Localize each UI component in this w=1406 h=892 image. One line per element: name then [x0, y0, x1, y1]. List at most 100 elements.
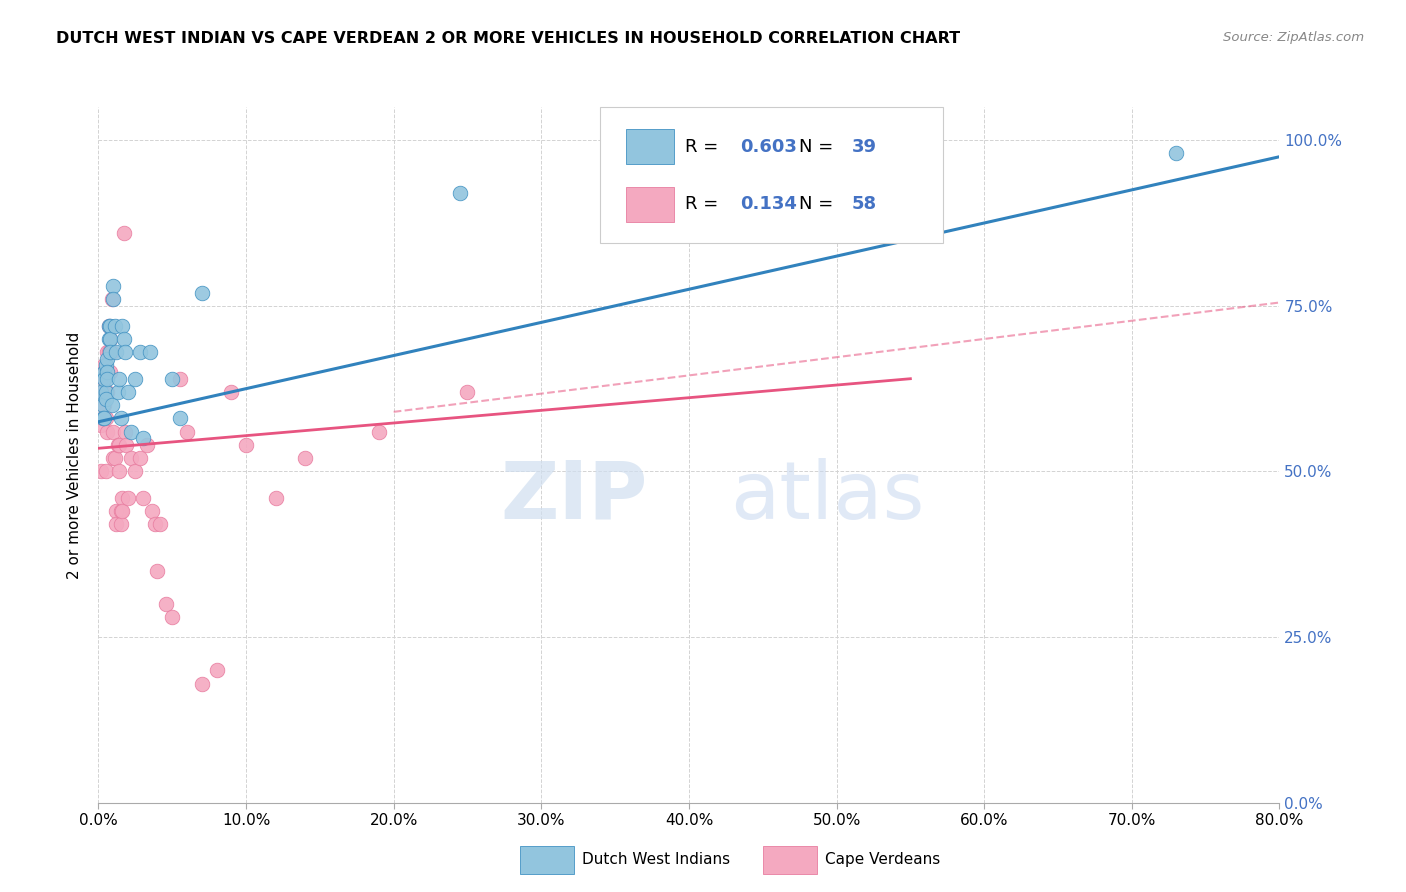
Point: [96, 345, 118, 359]
Point: [146, 564, 169, 578]
Point: [103, 451, 125, 466]
Point: [98, 332, 121, 346]
Text: DUTCH WEST INDIAN VS CAPE VERDEAN 2 OR MORE VEHICLES IN HOUSEHOLD CORRELATION CH: DUTCH WEST INDIAN VS CAPE VERDEAN 2 OR M…: [56, 31, 960, 46]
Point: [110, 504, 132, 518]
Point: [93, 372, 115, 386]
Point: [205, 663, 228, 677]
Point: [108, 465, 131, 479]
Point: [91, 384, 114, 399]
Point: [105, 504, 128, 518]
Point: [132, 491, 155, 505]
Point: [94, 384, 117, 399]
Point: [120, 425, 142, 439]
Point: [1164, 146, 1187, 161]
Text: ZIP: ZIP: [501, 458, 648, 536]
Point: [149, 517, 172, 532]
Point: [191, 285, 214, 300]
Point: [97, 318, 120, 333]
Point: [143, 517, 166, 532]
Point: [93, 398, 115, 412]
Point: [97, 318, 120, 333]
Point: [368, 425, 391, 439]
Point: [111, 491, 134, 505]
Point: [111, 504, 134, 518]
Point: [110, 411, 132, 425]
Point: [100, 292, 122, 306]
Point: [108, 372, 131, 386]
Point: [98, 318, 121, 333]
Point: [100, 345, 122, 359]
Point: [96, 351, 118, 366]
Point: [107, 438, 129, 452]
Point: [103, 292, 125, 306]
Point: [103, 425, 125, 439]
FancyBboxPatch shape: [600, 107, 943, 243]
Point: [104, 318, 127, 333]
Text: 0.603: 0.603: [740, 137, 797, 156]
Point: [93, 365, 115, 379]
Point: [107, 384, 129, 399]
Point: [111, 318, 134, 333]
Text: 39: 39: [852, 137, 877, 156]
Point: [96, 365, 118, 379]
Point: [112, 332, 135, 346]
Point: [169, 411, 191, 425]
Point: [90, 465, 112, 479]
Text: Cape Verdeans: Cape Verdeans: [825, 853, 941, 867]
Point: [100, 398, 122, 412]
Point: [264, 491, 287, 505]
Text: 58: 58: [852, 195, 877, 213]
Point: [91, 411, 114, 425]
Point: [162, 610, 183, 624]
Point: [104, 451, 127, 466]
FancyBboxPatch shape: [626, 129, 673, 164]
Point: [94, 411, 117, 425]
Point: [90, 418, 112, 433]
Point: [124, 465, 146, 479]
Point: [124, 372, 146, 386]
Point: [120, 451, 142, 466]
Point: [94, 465, 117, 479]
Point: [98, 365, 121, 379]
Point: [128, 451, 150, 466]
Point: [191, 676, 214, 690]
Point: [136, 438, 159, 452]
Point: [93, 372, 115, 386]
Point: [162, 372, 183, 386]
Point: [115, 438, 138, 452]
Text: R =: R =: [685, 137, 724, 156]
Point: [169, 372, 191, 386]
Point: [456, 384, 478, 399]
Y-axis label: 2 or more Vehicles in Household: 2 or more Vehicles in Household: [67, 331, 83, 579]
Point: [110, 517, 132, 532]
Text: N =: N =: [799, 137, 839, 156]
Point: [108, 438, 131, 452]
Point: [91, 398, 114, 412]
Point: [93, 411, 115, 425]
Text: Source: ZipAtlas.com: Source: ZipAtlas.com: [1223, 31, 1364, 45]
Point: [90, 384, 112, 399]
Point: [103, 279, 125, 293]
Point: [91, 411, 114, 425]
Point: [114, 425, 136, 439]
Point: [93, 359, 115, 373]
FancyBboxPatch shape: [626, 187, 673, 222]
Point: [139, 345, 162, 359]
Point: [219, 384, 242, 399]
Point: [94, 392, 117, 406]
Point: [141, 504, 163, 518]
Point: [117, 491, 139, 505]
Point: [105, 345, 128, 359]
Point: [105, 517, 128, 532]
Point: [449, 186, 471, 201]
Point: [94, 365, 117, 379]
Text: atlas: atlas: [730, 458, 925, 536]
Point: [155, 597, 177, 611]
Point: [96, 372, 118, 386]
Point: [96, 365, 118, 379]
Point: [94, 384, 117, 399]
Point: [97, 345, 120, 359]
Point: [96, 384, 118, 399]
Point: [94, 359, 117, 373]
Point: [98, 332, 121, 346]
